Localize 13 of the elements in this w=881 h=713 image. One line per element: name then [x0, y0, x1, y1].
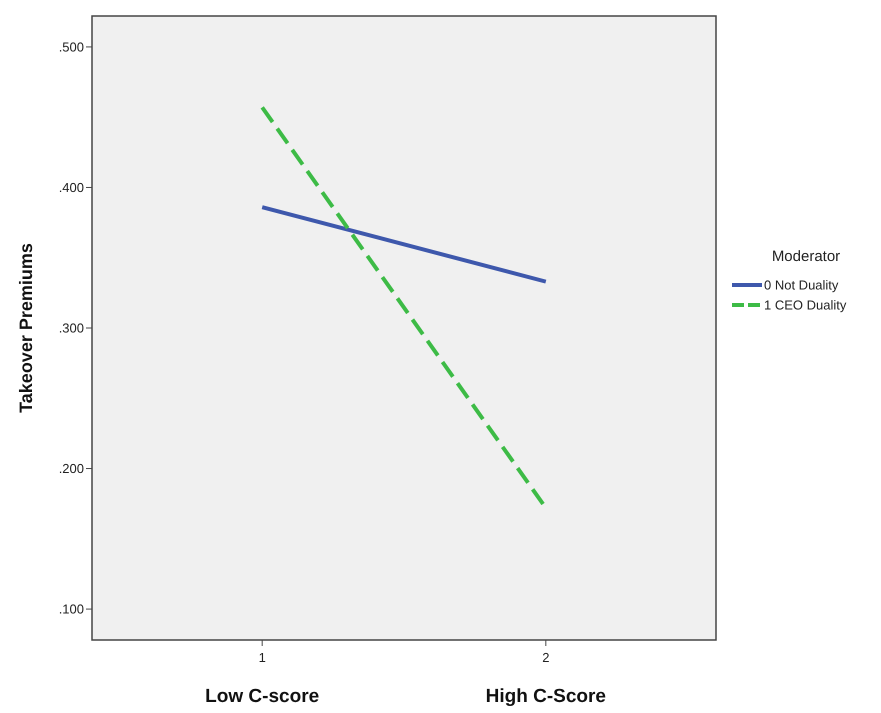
x-tick-label: 2: [542, 650, 550, 665]
y-tick-label: .200: [58, 461, 84, 476]
y-tick-label: .400: [58, 180, 84, 196]
y-axis-title: Takeover Premiums: [16, 243, 36, 413]
y-tick-label: .100: [58, 602, 84, 617]
y-tick-label: .300: [58, 320, 84, 336]
text: Low C-score: [205, 686, 320, 707]
y-tick-label: .500: [58, 39, 84, 54]
x-tick-label: 1: [258, 650, 266, 665]
text: High C-Score: [486, 686, 606, 707]
legend-label: 0 Not Duality: [764, 278, 839, 293]
legend-label: 1 CEO Duality: [764, 298, 847, 313]
legend-title: Moderator: [772, 248, 840, 265]
